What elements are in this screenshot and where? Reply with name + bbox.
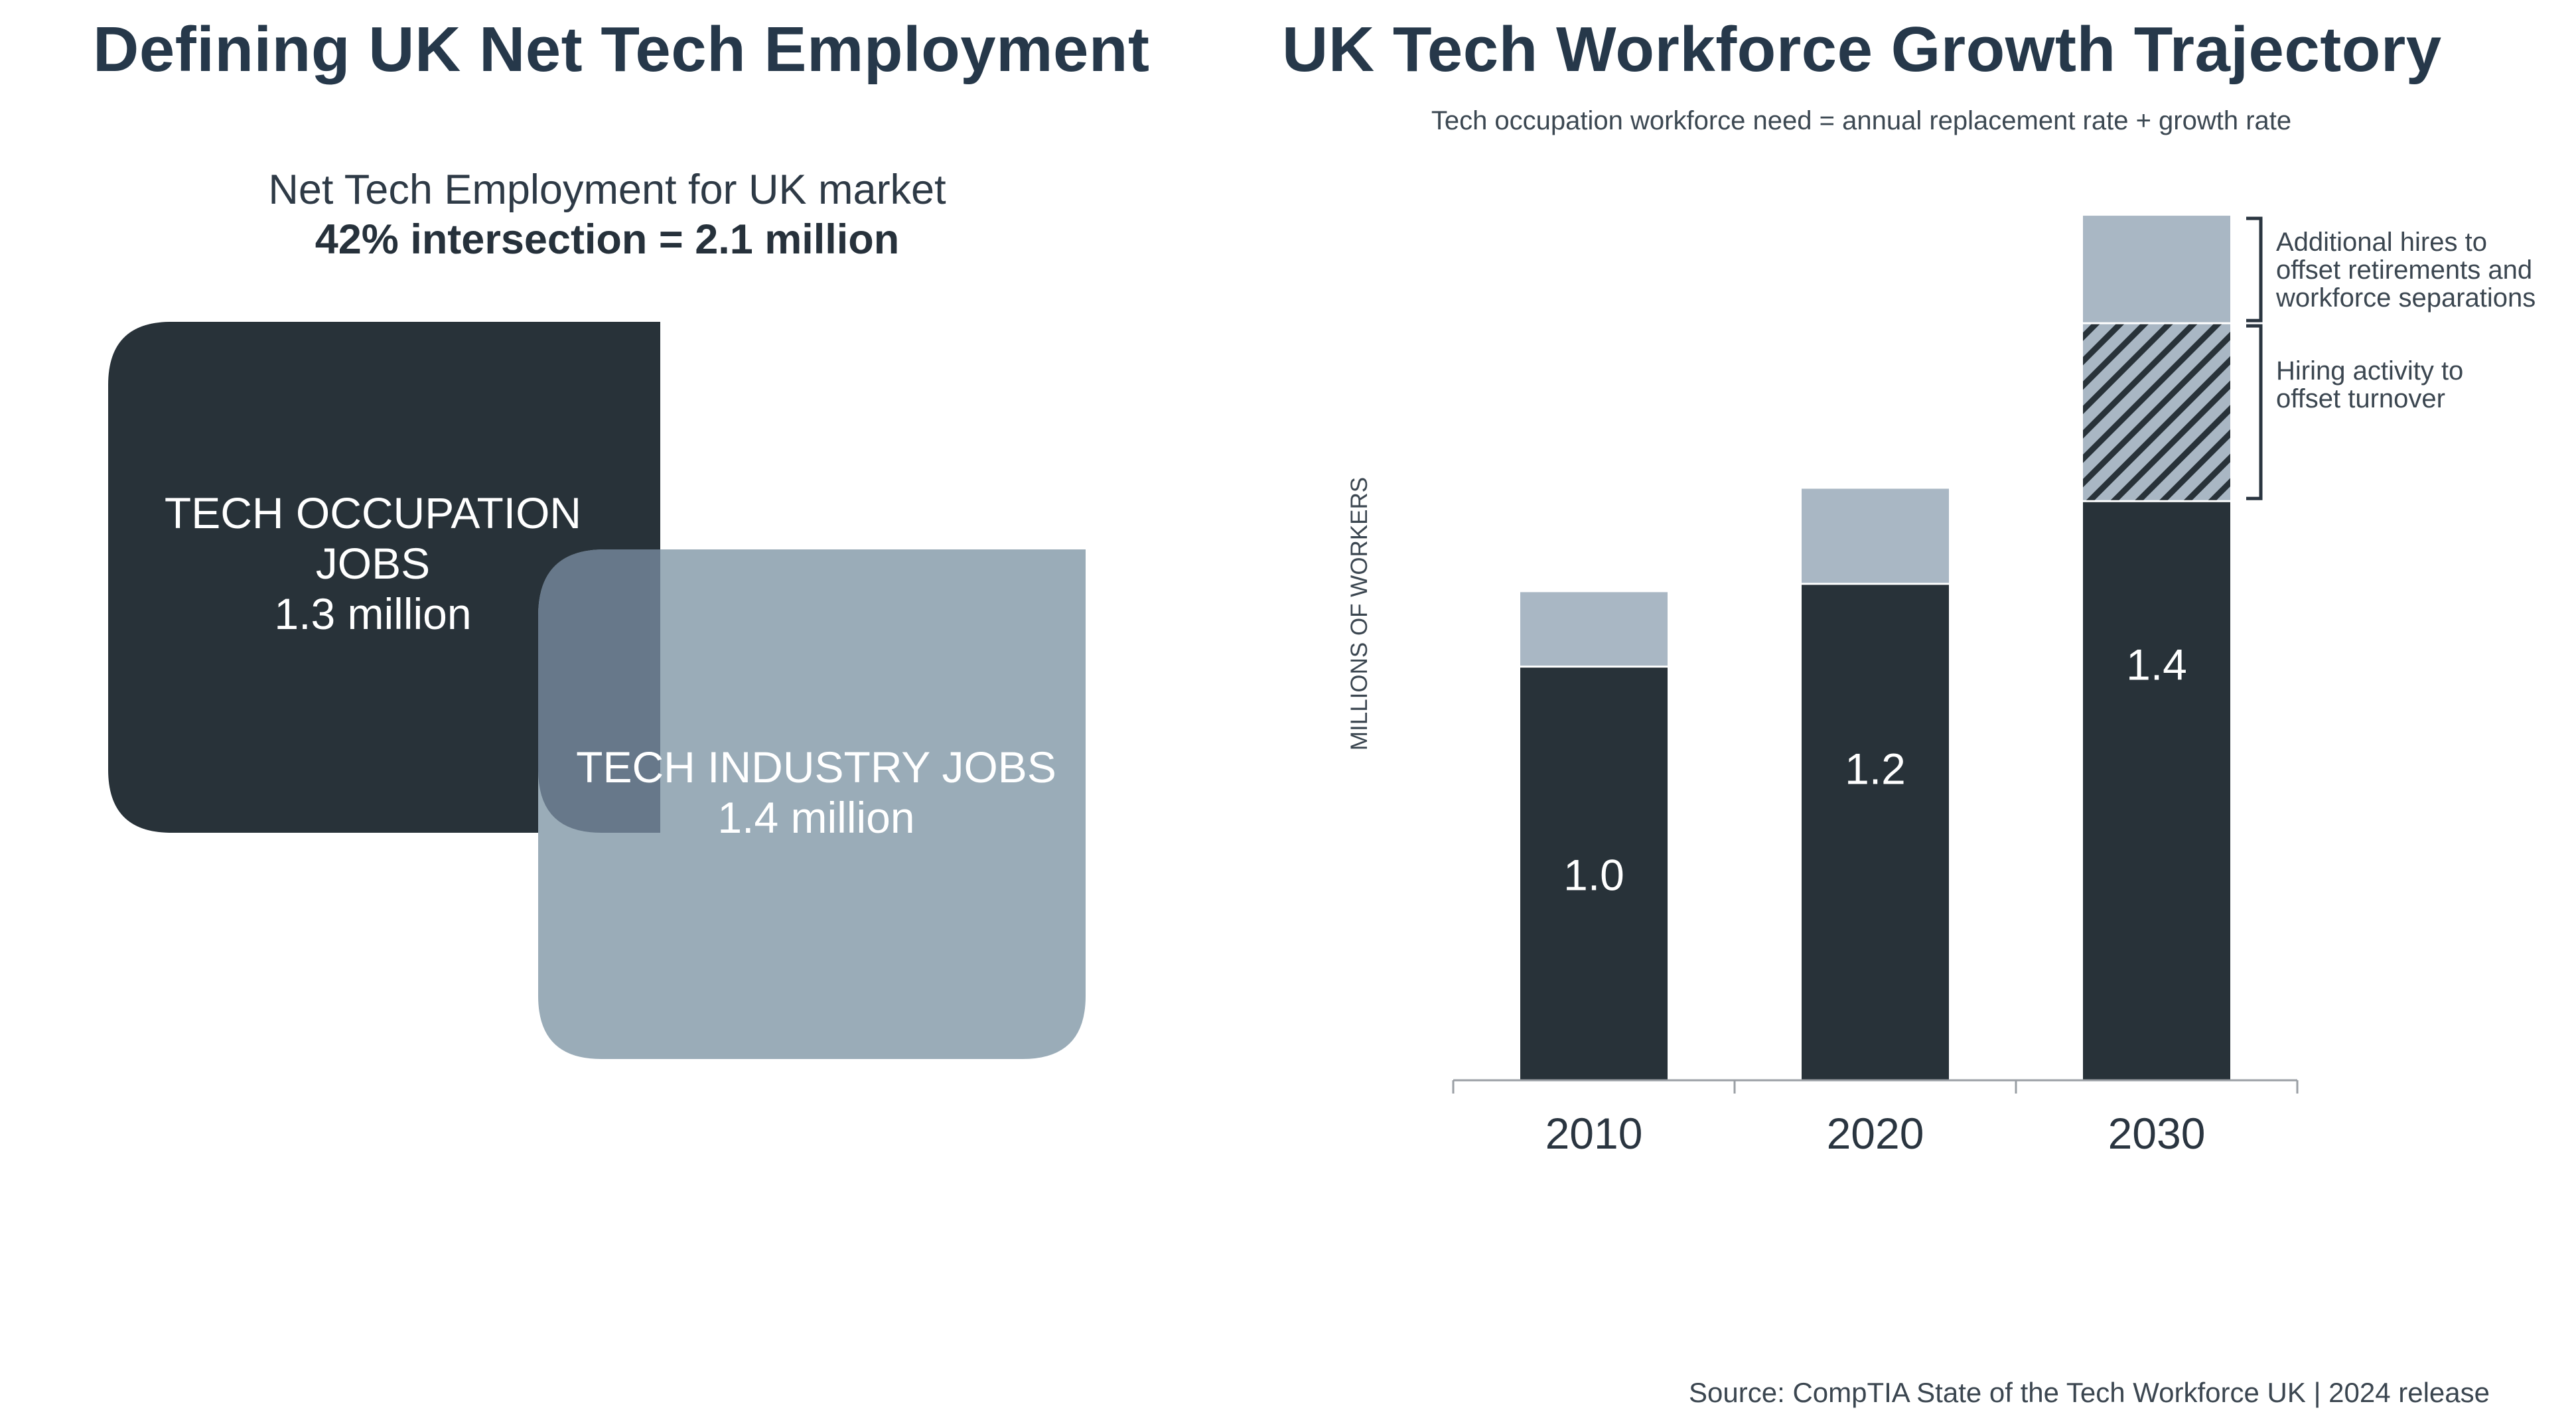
right-title: UK Tech Workforce Growth Trajectory [1282,14,2442,85]
bars-layer: 1.0 1.2 1.4 [1520,216,2230,1080]
x-axis: 2010 2020 2030 [1452,1079,2299,1158]
annotation-0-line-2: workforce separations [2275,283,2536,313]
y-axis-label: MILLIONS OF WORKERS [1346,477,1372,750]
source-note: Source: CompTIA State of the Tech Workfo… [1689,1377,2490,1408]
data-label-2020: 1.2 [1845,745,1906,794]
bar-2020-segment-0 [1802,583,1949,1080]
x-tick-label-2010: 2010 [1545,1109,1643,1158]
bracket-1 [2246,324,2263,500]
annotation-1-line-1: offset turnover [2276,384,2445,413]
x-tick-label-2030: 2030 [2108,1109,2206,1158]
bar-2010-segment-2 [1520,592,1668,667]
tech-occupation-label: TECH OCCUPATION JOBS 1.3 million [107,488,638,639]
tech-industry-line1: TECH INDUSTRY JOBS [576,743,1056,792]
venn-diagram [108,322,1086,1059]
tech-industry-box [538,549,1086,1059]
annotation-0-line-1: offset retirements and [2276,255,2532,285]
tech-occupation-value: 1.3 million [274,589,472,638]
tech-occupation-line2: JOBS [315,539,431,588]
data-label-2030: 1.4 [2126,640,2187,689]
bar-2030-segment-2 [2083,216,2230,324]
left-title: Defining UK Net Tech Employment [93,14,1150,85]
tech-industry-value: 1.4 million [717,793,915,842]
net-employment-caption: Net Tech Employment for UK market [268,167,946,213]
tech-occupation-line1: TECH OCCUPATION [164,488,582,537]
data-label-2010: 1.0 [1563,850,1624,899]
tech-occupation-box [108,322,660,833]
intersection-area [538,549,660,833]
annotation-1-line-0: Hiring activity to [2276,356,2463,386]
bar-2030-segment-0 [2083,501,2230,1080]
x-tick-label-2020: 2020 [1827,1109,1924,1158]
right-subtitle: Tech occupation workforce need = annual … [1431,106,2292,135]
bar-2010-segment-0 [1520,666,1668,1080]
annotation-0-line-0: Additional hires to [2276,228,2487,257]
intersection-summary: 42% intersection = 2.1 million [315,216,900,263]
bracket-0 [2246,216,2263,322]
bar-2030-segment-1 [2083,323,2230,502]
tech-industry-label: TECH INDUSTRY JOBS 1.4 million [537,742,1095,843]
bar-2020-segment-2 [1802,488,1949,584]
